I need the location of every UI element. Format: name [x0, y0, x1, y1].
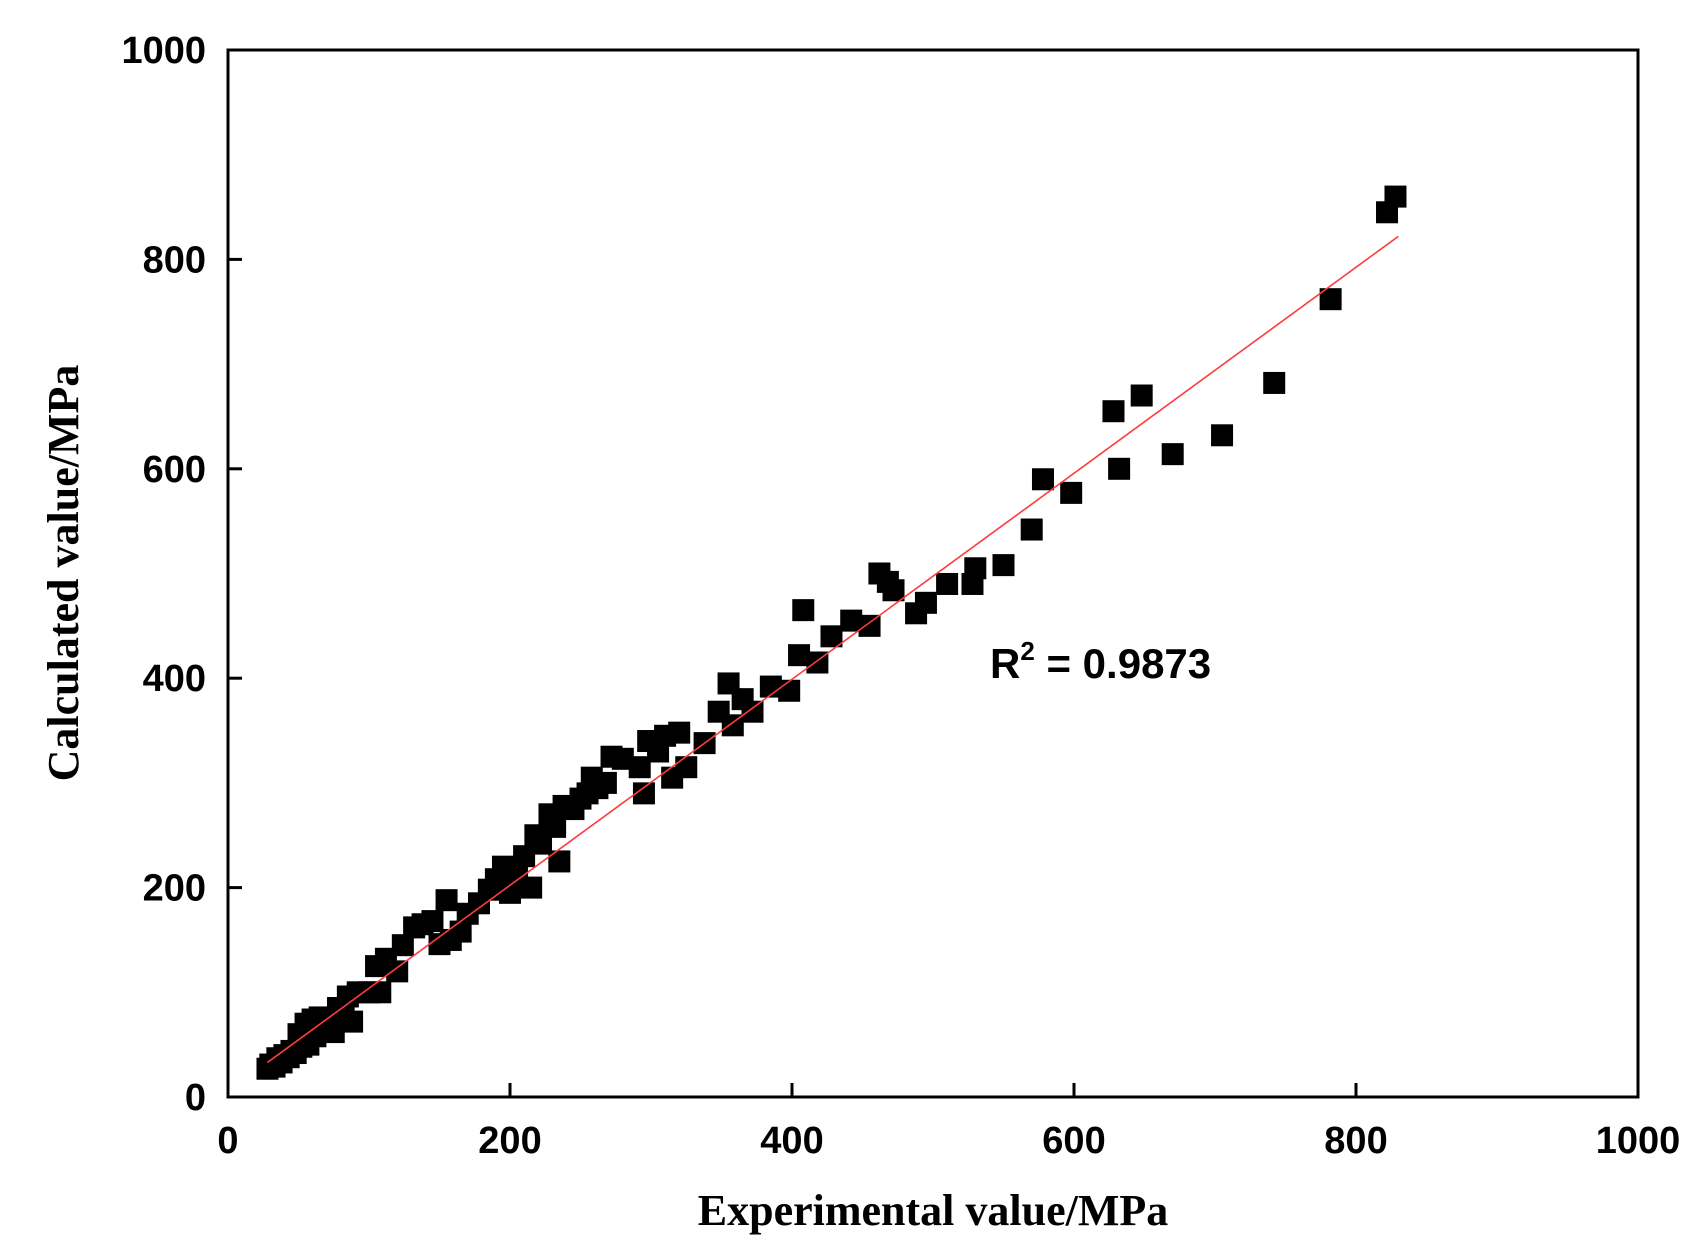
data-point — [628, 756, 651, 779]
data-point — [1060, 481, 1083, 504]
data-point — [594, 771, 617, 794]
data-point — [1211, 424, 1234, 447]
data-point — [788, 644, 811, 667]
data-point — [632, 782, 655, 805]
data-point — [882, 579, 905, 602]
data-point — [936, 572, 959, 595]
data-point — [1263, 371, 1286, 394]
data-point — [391, 934, 414, 957]
x-tick-label: 600 — [1042, 1120, 1105, 1162]
data-point — [840, 609, 863, 632]
y-axis-title: Calculated value/MPa — [39, 365, 88, 782]
r-squared-superscript: 2 — [1020, 636, 1034, 666]
data-point — [1384, 185, 1407, 208]
data-point — [675, 756, 698, 779]
y-tick-label: 400 — [143, 658, 206, 700]
data-point — [992, 554, 1015, 577]
y-tick-label: 1000 — [121, 30, 206, 72]
data-point — [548, 850, 571, 873]
data-point — [369, 981, 392, 1004]
data-point — [544, 815, 567, 838]
data-point — [914, 591, 937, 614]
r-squared-annotation: R2 = 0.9873 — [990, 636, 1211, 687]
x-tick-label: 0 — [217, 1120, 238, 1162]
data-point — [858, 614, 881, 637]
x-tick-label: 200 — [478, 1120, 541, 1162]
data-point — [499, 881, 521, 904]
data-point — [792, 599, 815, 622]
plot-frame — [226, 48, 1640, 1099]
data-point — [1020, 518, 1043, 541]
data-point — [668, 721, 691, 744]
data-point — [1130, 384, 1153, 407]
data-point — [721, 714, 744, 737]
data-point — [964, 557, 987, 580]
data-point — [421, 910, 444, 933]
data-point — [1102, 400, 1125, 423]
r-squared-value: = 0.9873 — [1035, 640, 1211, 687]
r-squared-base: R — [990, 640, 1020, 687]
x-axis-ticks: 0 200 400 600 800 1000 — [217, 1083, 1680, 1162]
y-tick-label: 800 — [143, 239, 206, 281]
y-tick-label: 600 — [143, 449, 206, 491]
x-axis-title: Experimental value/MPa — [698, 1186, 1169, 1235]
data-point — [1108, 457, 1131, 480]
data-point — [322, 1021, 345, 1044]
data-point — [341, 1010, 364, 1033]
x-tick-label: 1000 — [1596, 1120, 1681, 1162]
data-point — [820, 625, 843, 648]
data-point — [759, 675, 782, 698]
y-tick-label: 0 — [185, 1077, 206, 1119]
x-tick-label: 400 — [760, 1120, 823, 1162]
fit-line — [267, 235, 1399, 1064]
data-point — [1319, 288, 1342, 311]
data-point — [1031, 468, 1054, 491]
data-point — [741, 700, 764, 723]
data-point — [778, 679, 801, 702]
y-axis-ticks: 0 200 400 600 800 1000 — [121, 30, 242, 1119]
data-point — [513, 845, 536, 868]
data-points — [256, 185, 1407, 1080]
data-point — [611, 747, 634, 770]
x-tick-label: 800 — [1324, 1120, 1387, 1162]
data-point — [520, 876, 543, 899]
y-tick-label: 200 — [143, 868, 206, 910]
data-point — [435, 889, 458, 912]
data-point — [1161, 443, 1184, 466]
data-point — [386, 960, 409, 983]
data-point — [530, 832, 553, 855]
